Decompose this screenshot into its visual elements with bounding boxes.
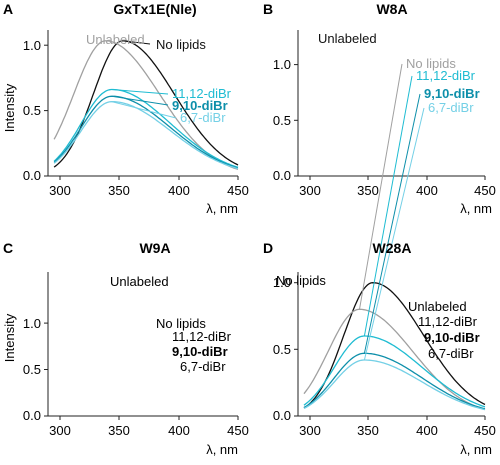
x-ticks: 300 350 400 450 bbox=[299, 416, 496, 438]
label-9-10-dibr: 9,10-diBr bbox=[172, 98, 228, 113]
x-tick-label: 450 bbox=[474, 183, 496, 198]
y-tick-label: 1.0 bbox=[273, 275, 291, 290]
leader-6-7-dibr bbox=[111, 101, 177, 119]
label-unlabeled: Unlabeled bbox=[110, 274, 169, 289]
y-tick-label: 0.0 bbox=[23, 408, 41, 423]
leader-11-12-dibr bbox=[111, 89, 169, 95]
y-tick-label: 0.5 bbox=[273, 113, 291, 128]
y-tick-label: 1.0 bbox=[23, 38, 41, 53]
x-axis-label: λ, nm bbox=[206, 442, 238, 457]
x-tick-label: 300 bbox=[299, 423, 321, 438]
leader-9-10-dibr bbox=[111, 95, 169, 106]
x-axis-label: λ, nm bbox=[206, 201, 238, 216]
label-6-7-dibr: 6,7-diBr bbox=[180, 110, 226, 125]
panel-title: GxTx1E(Nle) bbox=[113, 1, 196, 17]
x-ticks: 300 350 400 450 bbox=[299, 176, 496, 198]
y-axis-label: Intensity bbox=[2, 83, 17, 132]
x-axis-label: λ, nm bbox=[460, 201, 492, 216]
label-unlabeled: Unlabeled bbox=[318, 31, 377, 46]
x-tick-label: 300 bbox=[299, 183, 321, 198]
series-labels: Unlabeled No lipids 11,12-diBr 9,10-diBr… bbox=[86, 32, 232, 125]
panel-c: C W9A Intensity 0.0 0.5 1.0 300 350 400 … bbox=[2, 240, 249, 457]
label-no-lipids: No lipids bbox=[156, 316, 206, 331]
label-6-7-dibr: 6,7-diBr bbox=[428, 346, 474, 361]
leader-11-12-dibr bbox=[363, 75, 413, 337]
panel-a: A GxTx1E(Nle) Intensity 0.0 0.5 1.0 300 … bbox=[2, 1, 249, 216]
x-tick-label: 400 bbox=[168, 423, 190, 438]
label-no-lipids: No lipids bbox=[276, 273, 326, 288]
y-tick-label: 1.0 bbox=[23, 316, 41, 331]
x-tick-label: 400 bbox=[416, 423, 438, 438]
curve-11-12-dibr bbox=[53, 88, 239, 168]
x-tick-label: 300 bbox=[49, 183, 71, 198]
x-tick-label: 400 bbox=[416, 183, 438, 198]
x-ticks: 300 350 400 450 bbox=[49, 416, 249, 438]
curve-11-12-dibr bbox=[303, 335, 486, 408]
label-9-10-dibr: 9,10-diBr bbox=[172, 344, 228, 359]
label-9-10-dibr: 9,10-diBr bbox=[424, 330, 480, 345]
x-tick-label: 350 bbox=[357, 423, 379, 438]
y-ticks: 0.0 0.5 1.0 bbox=[273, 275, 298, 423]
curve-unlabeled bbox=[303, 282, 486, 409]
y-tick-label: 0.5 bbox=[273, 342, 291, 357]
y-ticks: 0.0 0.5 1.0 bbox=[23, 38, 48, 183]
panel-title: W28A bbox=[373, 240, 412, 256]
label-unlabeled: Unlabeled bbox=[408, 299, 467, 314]
panel-d: D W28A 0.0 0.5 1.0 300 350 400 450 λ, nm bbox=[263, 240, 496, 457]
panel-title: W9A bbox=[139, 240, 170, 256]
series-labels: No lipids Unlabeled 11,12-diBr 9,10-diBr… bbox=[276, 273, 480, 361]
y-tick-label: 0.0 bbox=[273, 408, 291, 423]
label-11-12-dibr: 11,12-diBr bbox=[172, 329, 232, 344]
x-tick-label: 350 bbox=[108, 183, 130, 198]
y-ticks: 0.0 0.5 1.0 bbox=[273, 57, 298, 183]
label-11-12-dibr: 11,12-diBr bbox=[418, 314, 478, 329]
y-ticks: 0.0 0.5 1.0 bbox=[23, 316, 48, 423]
label-no-lipids: No lipids bbox=[156, 37, 206, 52]
label-leaders bbox=[111, 40, 177, 119]
y-tick-label: 0.5 bbox=[23, 103, 41, 118]
panel-letter: B bbox=[263, 1, 273, 17]
y-tick-label: 0.0 bbox=[273, 168, 291, 183]
label-leaders bbox=[359, 63, 425, 361]
label-no-lipids: No lipids bbox=[406, 56, 456, 71]
curves bbox=[303, 282, 486, 411]
y-tick-label: 0.5 bbox=[23, 362, 41, 377]
y-axis-label: Intensity bbox=[2, 313, 17, 362]
x-tick-label: 450 bbox=[227, 423, 249, 438]
x-tick-label: 350 bbox=[108, 423, 130, 438]
panel-letter: A bbox=[3, 1, 13, 17]
label-6-7-dibr: 6,7-diBr bbox=[180, 359, 226, 374]
curve-6-7-dibr bbox=[303, 359, 486, 411]
x-tick-label: 350 bbox=[357, 183, 379, 198]
leader-6-7-dibr bbox=[363, 107, 425, 361]
panel-title: W8A bbox=[376, 1, 407, 17]
panel-b: B W8A 0.0 0.5 1.0 300 350 400 450 λ, nm bbox=[263, 1, 496, 411]
y-tick-label: 0.0 bbox=[23, 168, 41, 183]
series-labels: Unlabeled No lipids 11,12-diBr 9,10-diBr… bbox=[318, 31, 480, 115]
label-unlabeled: Unlabeled bbox=[86, 32, 145, 47]
label-11-12-dibr: 11,12-diBr bbox=[172, 86, 232, 101]
curves bbox=[53, 40, 239, 171]
x-tick-label: 400 bbox=[168, 183, 190, 198]
panel-letter: C bbox=[3, 240, 13, 256]
panel-letter: D bbox=[263, 240, 273, 256]
x-tick-label: 450 bbox=[474, 423, 496, 438]
leader-no-lipids bbox=[122, 40, 151, 45]
label-11-12-dibr: 11,12-diBr bbox=[416, 68, 476, 83]
y-tick-label: 1.0 bbox=[273, 57, 291, 72]
x-ticks: 300 350 400 450 bbox=[49, 176, 249, 198]
x-axis-label: λ, nm bbox=[460, 442, 492, 457]
curve-6-7-dibr bbox=[53, 101, 239, 170]
x-tick-label: 450 bbox=[227, 183, 249, 198]
leader-no-lipids bbox=[359, 63, 403, 310]
x-tick-label: 300 bbox=[49, 423, 71, 438]
label-6-7-dibr: 6,7-diBr bbox=[428, 100, 474, 115]
curve-9-10-dibr bbox=[53, 95, 239, 169]
leader-9-10-dibr bbox=[363, 93, 421, 354]
label-9-10-dibr: 9,10-diBr bbox=[424, 86, 480, 101]
curve-no-lipids bbox=[303, 308, 486, 411]
series-labels: Unlabeled No lipids 11,12-diBr 9,10-diBr… bbox=[110, 274, 232, 374]
curve-9-10-dibr bbox=[303, 352, 486, 410]
